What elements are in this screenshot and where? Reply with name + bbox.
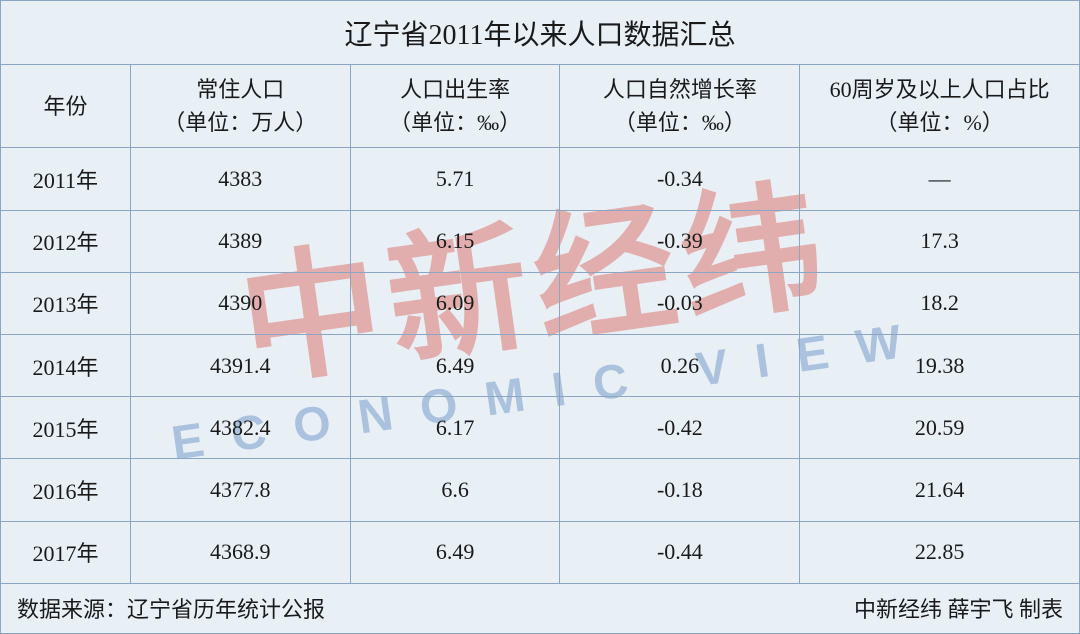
col-label: 年份: [43, 94, 87, 119]
header-row: 年份 常住人口 （单位：万人） 人口出生率 （单位：‰） 人口自然增长率 （单位…: [1, 65, 1080, 148]
col-unit: （单位：‰）: [614, 110, 746, 135]
cell-age60-ratio: 20.59: [800, 397, 1080, 459]
table-row: 2016年 4377.8 6.6 -0.18 21.64: [1, 459, 1080, 521]
cell-year: 2013年: [1, 272, 131, 334]
footer-credit: 中新经纬 薛宇飞 制表: [854, 592, 1063, 624]
cell-age60-ratio: —: [800, 148, 1080, 210]
cell-age60-ratio: 21.64: [800, 459, 1080, 521]
cell-growth-rate: -0.34: [560, 148, 800, 210]
cell-birth-rate: 5.71: [350, 148, 560, 210]
cell-birth-rate: 6.6: [350, 459, 560, 521]
cell-population: 4391.4: [130, 335, 350, 397]
population-table: 辽宁省2011年以来人口数据汇总 年份 常住人口 （单位：万人） 人口出生率 （…: [0, 0, 1080, 634]
cell-birth-rate: 6.49: [350, 335, 560, 397]
table-row: 2012年 4389 6.15 -0.39 17.3: [1, 210, 1080, 272]
cell-population: 4382.4: [130, 397, 350, 459]
col-label: 常住人口: [196, 77, 284, 102]
cell-growth-rate: -0.44: [560, 521, 800, 583]
table-row: 2013年 4390 6.09 -0.03 18.2: [1, 272, 1080, 334]
footer-cell: 数据来源：辽宁省历年统计公报 中新经纬 薛宇飞 制表: [1, 583, 1080, 633]
cell-year: 2014年: [1, 335, 131, 397]
cell-population: 4383: [130, 148, 350, 210]
col-header-birth-rate: 人口出生率 （单位：‰）: [350, 65, 560, 148]
table-title: 辽宁省2011年以来人口数据汇总: [1, 1, 1080, 65]
cell-year: 2015年: [1, 397, 131, 459]
col-header-population: 常住人口 （单位：万人）: [130, 65, 350, 148]
cell-growth-rate: -0.03: [560, 272, 800, 334]
cell-birth-rate: 6.49: [350, 521, 560, 583]
cell-population: 4390: [130, 272, 350, 334]
cell-age60-ratio: 18.2: [800, 272, 1080, 334]
table-container: 中新经纬 ECONOMIC VIEW 辽宁省2011年以来人口数据汇总 年份 常…: [0, 0, 1080, 634]
cell-birth-rate: 6.15: [350, 210, 560, 272]
col-unit: （单位：‰）: [389, 110, 521, 135]
table-row: 2014年 4391.4 6.49 0.26 19.38: [1, 335, 1080, 397]
table-row: 2011年 4383 5.71 -0.34 —: [1, 148, 1080, 210]
cell-growth-rate: -0.18: [560, 459, 800, 521]
cell-population: 4389: [130, 210, 350, 272]
col-unit: （单位：万人）: [163, 110, 317, 135]
col-header-age60-ratio: 60周岁及以上人口占比 （单位：%）: [800, 65, 1080, 148]
cell-birth-rate: 6.17: [350, 397, 560, 459]
cell-year: 2012年: [1, 210, 131, 272]
footer-row: 数据来源：辽宁省历年统计公报 中新经纬 薛宇飞 制表: [1, 583, 1080, 633]
cell-population: 4368.9: [130, 521, 350, 583]
cell-year: 2011年: [1, 148, 131, 210]
cell-year: 2016年: [1, 459, 131, 521]
cell-age60-ratio: 19.38: [800, 335, 1080, 397]
col-label: 人口出生率: [400, 77, 510, 102]
cell-age60-ratio: 17.3: [800, 210, 1080, 272]
title-row: 辽宁省2011年以来人口数据汇总: [1, 1, 1080, 65]
col-header-growth-rate: 人口自然增长率 （单位：‰）: [560, 65, 800, 148]
col-label: 60周岁及以上人口占比: [830, 77, 1050, 102]
footer-source: 数据来源：辽宁省历年统计公报: [17, 592, 325, 624]
table-row: 2015年 4382.4 6.17 -0.42 20.59: [1, 397, 1080, 459]
cell-year: 2017年: [1, 521, 131, 583]
col-unit: （单位：%）: [875, 110, 1003, 135]
cell-age60-ratio: 22.85: [800, 521, 1080, 583]
col-header-year: 年份: [1, 65, 131, 148]
cell-birth-rate: 6.09: [350, 272, 560, 334]
col-label: 人口自然增长率: [603, 77, 757, 102]
cell-growth-rate: -0.42: [560, 397, 800, 459]
table-row: 2017年 4368.9 6.49 -0.44 22.85: [1, 521, 1080, 583]
cell-growth-rate: -0.39: [560, 210, 800, 272]
cell-growth-rate: 0.26: [560, 335, 800, 397]
cell-population: 4377.8: [130, 459, 350, 521]
